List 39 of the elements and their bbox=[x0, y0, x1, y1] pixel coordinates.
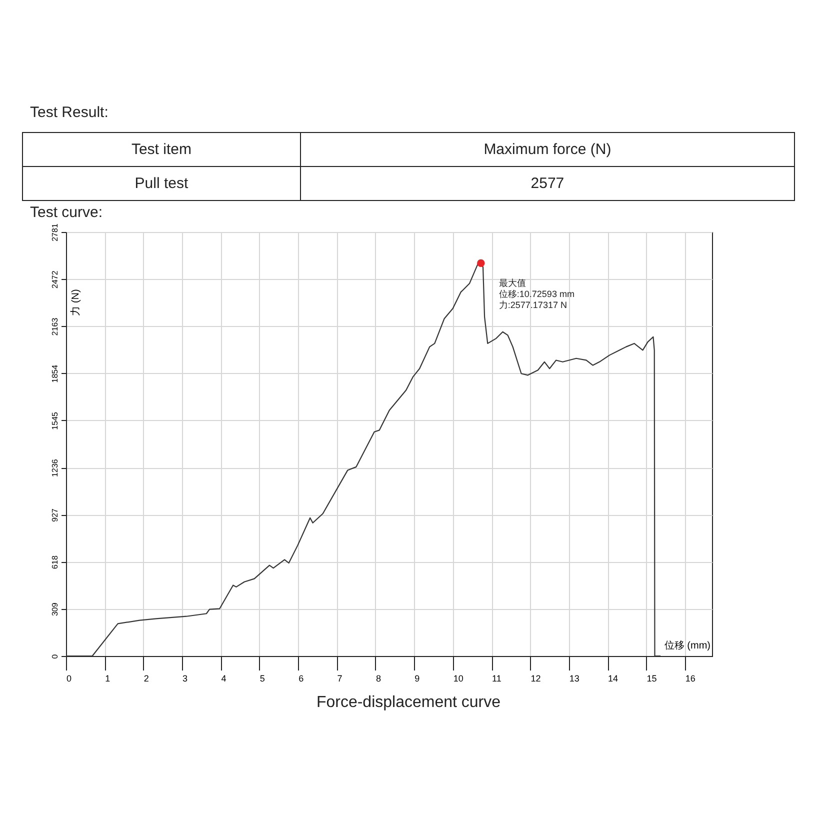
x-tick-label: 6 bbox=[298, 674, 304, 684]
y-axis-title: 力 (N) bbox=[70, 289, 82, 316]
text: Test Result: bbox=[30, 104, 108, 121]
x-tick-label: 15 bbox=[646, 674, 657, 684]
y-tick-label: 309 bbox=[50, 602, 60, 616]
x-tick-label: 4 bbox=[221, 674, 226, 684]
x-tick-label: 7 bbox=[337, 674, 342, 684]
x-tick-label: 10 bbox=[453, 674, 464, 684]
y-tick-label: 927 bbox=[50, 508, 60, 522]
y-tick-label: 2781 bbox=[50, 223, 60, 242]
text: 2577 bbox=[300, 166, 794, 200]
annotation: 最大值 bbox=[498, 278, 526, 288]
x-tick-label: 12 bbox=[530, 674, 541, 684]
y-tick-label: 2163 bbox=[50, 317, 60, 336]
annotation: 力:2577.17317 N bbox=[498, 300, 567, 310]
annotation: 位移:10.72593 mm bbox=[498, 289, 574, 300]
text: Pull test bbox=[22, 166, 300, 200]
x-tick-label: 3 bbox=[182, 674, 188, 684]
y-tick-label: 618 bbox=[50, 555, 60, 569]
text: Maximum force (N) bbox=[300, 132, 794, 166]
x-tick-label: 1 bbox=[105, 674, 110, 684]
x-tick-label: 8 bbox=[376, 674, 381, 684]
x-tick-label: 9 bbox=[414, 674, 420, 684]
text: Test item bbox=[22, 132, 300, 166]
x-tick-label: 14 bbox=[608, 674, 618, 684]
x-axis-title: 位移 (mm) bbox=[664, 640, 710, 652]
x-tick-label: 13 bbox=[569, 674, 580, 684]
x-tick-label: 2 bbox=[144, 674, 149, 684]
y-tick-label: 1236 bbox=[50, 458, 60, 477]
y-tick-label: 1545 bbox=[50, 411, 60, 430]
y-tick-label: 2472 bbox=[50, 270, 60, 289]
text: Force-displacement curve bbox=[315, 694, 502, 712]
x-tick-label: 16 bbox=[685, 674, 696, 684]
chart-title: Test curve: bbox=[30, 204, 103, 221]
y-tick-label: 1854 bbox=[50, 364, 60, 383]
x-tick-label: 0 bbox=[66, 674, 72, 684]
y-tick-label: 0 bbox=[50, 654, 60, 659]
x-tick-label: 5 bbox=[260, 674, 265, 684]
x-tick-label: 11 bbox=[492, 674, 502, 684]
